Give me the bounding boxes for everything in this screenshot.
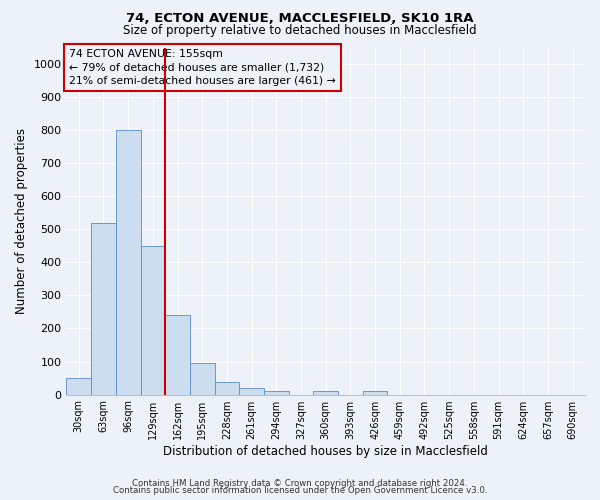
Bar <box>140 246 165 394</box>
Bar <box>165 316 190 394</box>
X-axis label: Distribution of detached houses by size in Macclesfield: Distribution of detached houses by size … <box>163 444 488 458</box>
Bar <box>116 130 140 394</box>
Text: Contains HM Land Registry data © Crown copyright and database right 2024.: Contains HM Land Registry data © Crown c… <box>132 478 468 488</box>
Y-axis label: Number of detached properties: Number of detached properties <box>15 128 28 314</box>
Bar <box>264 390 289 394</box>
Bar <box>215 382 239 394</box>
Bar <box>67 378 91 394</box>
Bar <box>190 362 215 394</box>
Bar <box>239 388 264 394</box>
Text: Contains public sector information licensed under the Open Government Licence v3: Contains public sector information licen… <box>113 486 487 495</box>
Text: 74, ECTON AVENUE, MACCLESFIELD, SK10 1RA: 74, ECTON AVENUE, MACCLESFIELD, SK10 1RA <box>126 12 474 26</box>
Bar <box>363 390 388 394</box>
Text: 74 ECTON AVENUE: 155sqm
← 79% of detached houses are smaller (1,732)
21% of semi: 74 ECTON AVENUE: 155sqm ← 79% of detache… <box>69 49 336 86</box>
Text: Size of property relative to detached houses in Macclesfield: Size of property relative to detached ho… <box>123 24 477 37</box>
Bar <box>91 222 116 394</box>
Bar <box>313 392 338 394</box>
